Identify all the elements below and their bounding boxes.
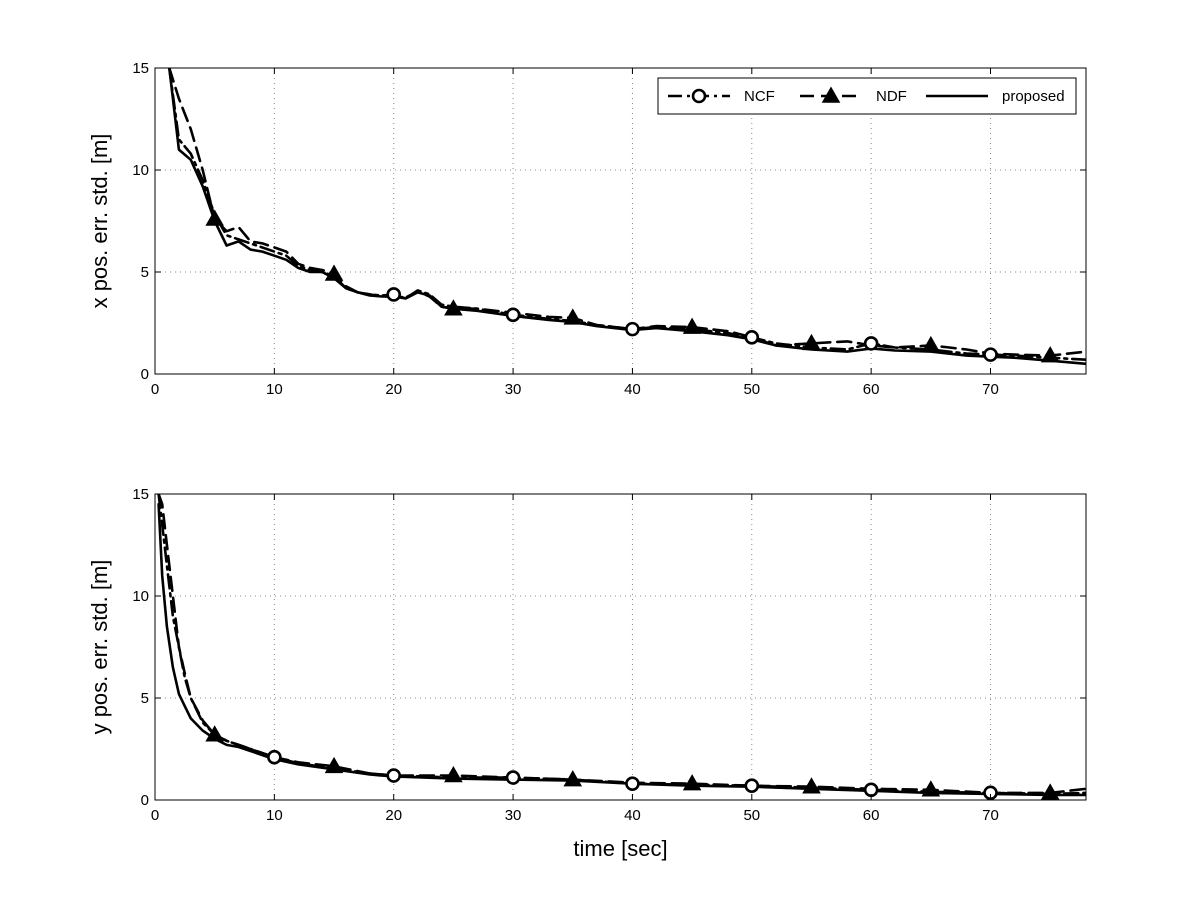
series-marker-NCF bbox=[267, 749, 282, 765]
series-marker-NCF bbox=[505, 307, 521, 323]
series-line-proposed bbox=[168, 68, 1086, 366]
x-tick-label: 0 bbox=[151, 381, 159, 398]
x-tick-label: 0 bbox=[151, 807, 159, 824]
x-tick-label: 10 bbox=[266, 381, 283, 398]
legend-marker-NDF bbox=[821, 86, 841, 103]
x-tick-label: 40 bbox=[624, 381, 641, 398]
series-marker-NDF bbox=[682, 317, 702, 334]
series-marker-NDF bbox=[444, 766, 463, 783]
x-tick-label: 20 bbox=[385, 807, 402, 824]
series-marker-NCF bbox=[386, 287, 402, 302]
chart-panel-1: 0 10 20 30 40 50 60 70 0 5 10 15 x pos. err. std. [m… bbox=[87, 60, 1087, 398]
series-line-NDF bbox=[157, 494, 1086, 795]
series-marker-NCF bbox=[744, 778, 760, 794]
legend-label-proposed: proposed bbox=[1002, 88, 1065, 105]
series-marker-NCF bbox=[386, 768, 402, 783]
series-group bbox=[168, 68, 1086, 366]
y-tick-label: 5 bbox=[141, 264, 149, 281]
x-tick-label: 30 bbox=[505, 807, 522, 824]
series-marker-NDF bbox=[682, 774, 702, 791]
y-tick-label: 10 bbox=[132, 588, 149, 605]
plot-area bbox=[155, 68, 1086, 374]
series-marker-NCF bbox=[625, 776, 640, 791]
y-tick-label: 15 bbox=[132, 486, 149, 503]
x-tick-label: 40 bbox=[624, 807, 641, 824]
series-line-proposed bbox=[157, 502, 1086, 797]
series-marker-NDF bbox=[563, 308, 583, 325]
x-tick-label: 60 bbox=[863, 807, 880, 824]
series-marker-NCF bbox=[505, 770, 521, 785]
axes-box bbox=[154, 493, 1087, 801]
series-marker-NDF bbox=[1040, 346, 1060, 363]
x-tick-label: 60 bbox=[863, 381, 880, 398]
x-tick-label: 50 bbox=[743, 381, 760, 398]
series-marker-NCF bbox=[983, 347, 998, 362]
x-tick-label: 10 bbox=[266, 807, 283, 824]
series-marker-NDF bbox=[802, 777, 821, 794]
series-group bbox=[157, 494, 1086, 800]
legend-label-NCF: NCF bbox=[744, 88, 775, 105]
series-marker-NDF bbox=[205, 209, 224, 226]
axes-box bbox=[154, 67, 1087, 375]
y-axis-label: y pos. err. std. [m] bbox=[87, 560, 112, 735]
chart-panel-2: 0 10 20 30 40 50 60 70 0 5 10 15 y pos. err. std. [m… bbox=[87, 486, 1087, 861]
series-marker-NDF bbox=[921, 335, 941, 353]
y-axis-label: x pos. err. std. [m] bbox=[87, 134, 112, 309]
legend-marker-NCF bbox=[691, 88, 707, 104]
series-marker-NCF bbox=[744, 329, 760, 345]
x-tick-label: 20 bbox=[385, 381, 402, 398]
legend-label-NDF: NDF bbox=[876, 88, 907, 105]
x-tick-label: 70 bbox=[982, 807, 999, 824]
y-tick-label: 0 bbox=[141, 792, 149, 809]
plot-area bbox=[155, 494, 1086, 800]
series-marker-NCF bbox=[863, 336, 879, 351]
x-tick-label: 70 bbox=[982, 381, 999, 398]
series-marker-NDF bbox=[563, 770, 583, 787]
series-marker-NCF bbox=[625, 321, 640, 337]
x-tick-label: 30 bbox=[505, 381, 522, 398]
y-tick-label: 10 bbox=[132, 162, 149, 179]
legend: NCF NDF proposed bbox=[657, 77, 1077, 115]
series-marker-NDF bbox=[802, 333, 821, 351]
series-marker-NDF bbox=[324, 756, 344, 774]
y-tick-label: 0 bbox=[141, 366, 149, 383]
series-marker-NDF bbox=[324, 264, 344, 281]
y-tick-label: 15 bbox=[132, 60, 149, 77]
series-marker-NDF bbox=[921, 780, 941, 797]
y-tick-label: 5 bbox=[141, 690, 149, 707]
x-tick-label: 50 bbox=[743, 807, 760, 824]
series-marker-NDF bbox=[444, 299, 463, 316]
series-marker-NDF bbox=[1040, 783, 1060, 800]
series-marker-NDF bbox=[205, 725, 224, 742]
x-axis-label: time [sec] bbox=[573, 836, 667, 861]
